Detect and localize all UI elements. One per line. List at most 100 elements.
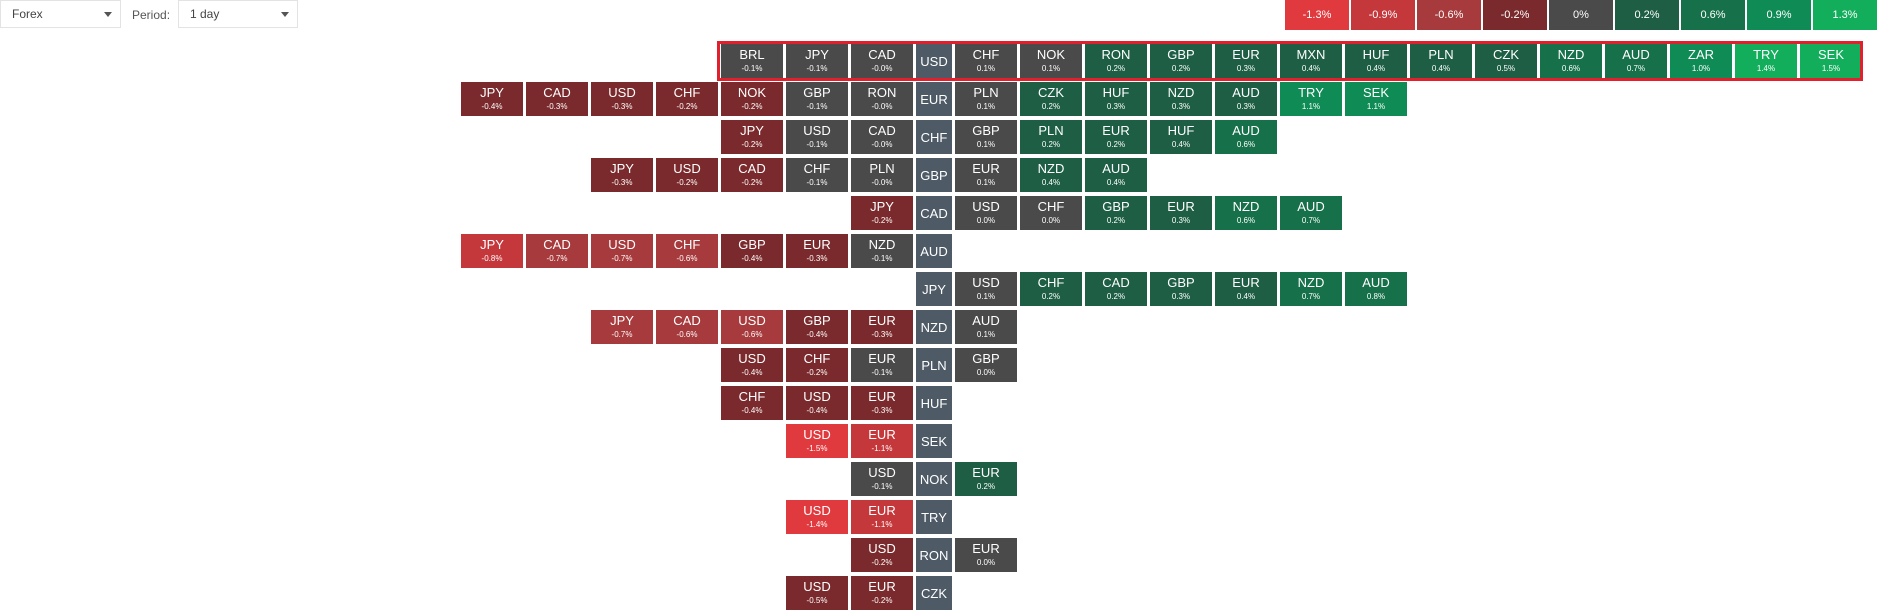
pair-cell[interactable]: USD -0.3% [590, 81, 654, 117]
pair-currency: JPY [740, 123, 764, 138]
pair-cell[interactable]: USD -0.1% [850, 461, 914, 497]
pair-cell[interactable]: GBP 0.3% [1149, 271, 1213, 307]
pair-cell[interactable]: EUR -0.3% [850, 385, 914, 421]
pair-cell[interactable]: NZD 0.4% [1019, 157, 1083, 193]
pair-cell[interactable]: USD -1.4% [785, 499, 849, 535]
pair-cell[interactable]: EUR 0.2% [954, 461, 1018, 497]
pair-cell[interactable]: CHF -0.1% [785, 157, 849, 193]
pair-cell[interactable]: JPY -0.4% [460, 81, 524, 117]
pair-cell[interactable]: AUD 0.6% [1214, 119, 1278, 155]
pair-cell[interactable]: TRY 1.1% [1279, 81, 1343, 117]
pair-cell[interactable]: PLN 0.1% [954, 81, 1018, 117]
pair-cell[interactable]: NZD 0.6% [1214, 195, 1278, 231]
pair-cell[interactable]: CHF -0.4% [720, 385, 784, 421]
pair-cell[interactable]: EUR 0.4% [1214, 271, 1278, 307]
pair-cell[interactable]: RON 0.2% [1084, 43, 1148, 79]
pair-cell[interactable]: EUR 0.0% [954, 537, 1018, 573]
pair-cell[interactable]: CHF -0.2% [655, 81, 719, 117]
pair-cell[interactable]: JPY -0.2% [850, 195, 914, 231]
pair-cell[interactable]: CHF 0.1% [954, 43, 1018, 79]
pair-cell[interactable]: USD -0.4% [720, 347, 784, 383]
pair-cell[interactable]: USD -1.5% [785, 423, 849, 459]
pair-cell[interactable]: USD -0.2% [850, 537, 914, 573]
pair-cell[interactable]: EUR 0.2% [1084, 119, 1148, 155]
pair-cell[interactable]: USD -0.6% [720, 309, 784, 345]
pair-cell[interactable]: GBP 0.2% [1084, 195, 1148, 231]
pair-cell[interactable]: EUR -0.3% [785, 233, 849, 269]
pair-cell[interactable]: HUF 0.4% [1344, 43, 1408, 79]
period-select[interactable]: 1 day [178, 0, 298, 28]
pair-currency: EUR [1232, 275, 1260, 290]
pair-cell[interactable]: USD 0.0% [954, 195, 1018, 231]
pair-cell[interactable]: CAD -0.0% [850, 43, 914, 79]
pair-cell[interactable]: JPY -0.1% [785, 43, 849, 79]
pair-cell[interactable]: NZD 0.6% [1539, 43, 1603, 79]
pair-change: -0.8% [481, 254, 503, 263]
pair-cell[interactable]: AUD 0.7% [1604, 43, 1668, 79]
pair-cell[interactable]: AUD 0.4% [1084, 157, 1148, 193]
pair-cell[interactable]: EUR -0.2% [850, 575, 914, 611]
pair-cell[interactable]: GBP -0.4% [785, 309, 849, 345]
pair-cell[interactable]: AUD 0.3% [1214, 81, 1278, 117]
pair-cell[interactable]: JPY -0.8% [460, 233, 524, 269]
pair-cell[interactable]: CAD 0.2% [1084, 271, 1148, 307]
pair-cell[interactable]: CAD -0.2% [720, 157, 784, 193]
pair-cell[interactable]: PLN 0.2% [1019, 119, 1083, 155]
pair-cell[interactable]: USD -0.5% [785, 575, 849, 611]
pair-cell[interactable]: USD -0.4% [785, 385, 849, 421]
pair-cell[interactable]: EUR 0.3% [1149, 195, 1213, 231]
pair-cell[interactable]: NZD -0.1% [850, 233, 914, 269]
pair-cell[interactable]: EUR 0.3% [1214, 43, 1278, 79]
pair-cell[interactable]: GBP 0.0% [954, 347, 1018, 383]
pair-cell[interactable]: USD -0.2% [655, 157, 719, 193]
pair-cell[interactable]: CHF 0.2% [1019, 271, 1083, 307]
market-select[interactable]: Forex [0, 0, 121, 28]
pair-cell[interactable]: GBP -0.4% [720, 233, 784, 269]
pair-cell[interactable]: CAD -0.3% [525, 81, 589, 117]
pair-cell[interactable]: SEK 1.1% [1344, 81, 1408, 117]
pair-cell[interactable]: NZD 0.7% [1279, 271, 1343, 307]
pair-cell[interactable]: JPY -0.3% [590, 157, 654, 193]
pair-cell[interactable]: CHF -0.6% [655, 233, 719, 269]
pair-cell[interactable]: CAD -0.7% [525, 233, 589, 269]
pair-cell[interactable]: NZD 0.3% [1149, 81, 1213, 117]
pair-cell[interactable]: USD -0.7% [590, 233, 654, 269]
pair-cell[interactable]: HUF 0.3% [1084, 81, 1148, 117]
pair-currency: USD [972, 199, 1000, 214]
pair-cell[interactable]: EUR -1.1% [850, 423, 914, 459]
pair-cell[interactable]: ZAR 1.0% [1669, 43, 1733, 79]
pair-cell[interactable]: AUD 0.1% [954, 309, 1018, 345]
pair-cell[interactable]: NOK -0.2% [720, 81, 784, 117]
pair-cell[interactable]: CAD -0.6% [655, 309, 719, 345]
pair-change: -0.4% [806, 406, 828, 415]
pair-currency: EUR [868, 313, 896, 328]
pair-cell[interactable]: CHF 0.0% [1019, 195, 1083, 231]
pair-cell[interactable]: MXN 0.4% [1279, 43, 1343, 79]
pair-cell[interactable]: EUR -0.1% [850, 347, 914, 383]
pair-cell[interactable]: GBP 0.2% [1149, 43, 1213, 79]
pair-cell[interactable]: EUR -0.3% [850, 309, 914, 345]
pair-cell[interactable]: SEK 1.5% [1799, 43, 1863, 79]
pair-cell[interactable]: GBP 0.1% [954, 119, 1018, 155]
pair-cell[interactable]: PLN 0.4% [1409, 43, 1473, 79]
pair-cell[interactable]: RON -0.0% [850, 81, 914, 117]
pair-cell[interactable]: GBP -0.1% [785, 81, 849, 117]
pair-change: 0.4% [1041, 178, 1061, 187]
pair-cell[interactable]: CHF -0.2% [785, 347, 849, 383]
pair-cell[interactable]: JPY -0.7% [590, 309, 654, 345]
pair-cell[interactable]: CZK 0.2% [1019, 81, 1083, 117]
pair-cell[interactable]: EUR -1.1% [850, 499, 914, 535]
pair-cell[interactable]: CZK 0.5% [1474, 43, 1538, 79]
pair-cell[interactable]: NOK 0.1% [1019, 43, 1083, 79]
pair-cell[interactable]: TRY 1.4% [1734, 43, 1798, 79]
pair-cell[interactable]: JPY -0.2% [720, 119, 784, 155]
pair-cell[interactable]: USD -0.1% [785, 119, 849, 155]
pair-cell[interactable]: AUD 0.7% [1279, 195, 1343, 231]
pair-cell[interactable]: PLN -0.0% [850, 157, 914, 193]
pair-cell[interactable]: EUR 0.1% [954, 157, 1018, 193]
pair-cell[interactable]: CAD -0.0% [850, 119, 914, 155]
pair-cell[interactable]: AUD 0.8% [1344, 271, 1408, 307]
pair-cell[interactable]: BRL -0.1% [720, 43, 784, 79]
pair-cell[interactable]: USD 0.1% [954, 271, 1018, 307]
pair-cell[interactable]: HUF 0.4% [1149, 119, 1213, 155]
